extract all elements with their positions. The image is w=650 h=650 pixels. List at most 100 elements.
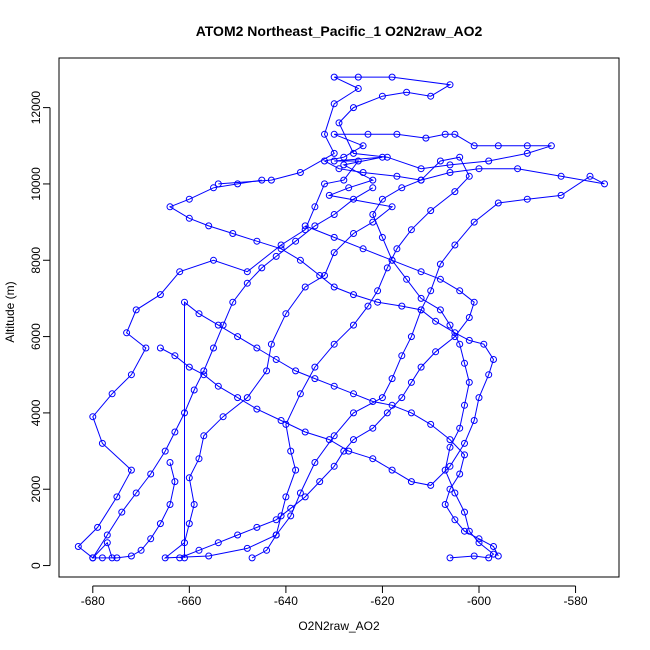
data-point: [287, 504, 295, 512]
data-point: [364, 302, 372, 310]
data-point: [470, 417, 478, 424]
data-point: [267, 340, 275, 348]
series-3: [156, 176, 497, 489]
data-point: [98, 439, 106, 447]
data-point: [219, 413, 227, 421]
data-point: [383, 409, 391, 417]
data-point: [330, 340, 338, 348]
data-point: [446, 169, 454, 176]
data-point: [383, 153, 391, 161]
data-point: [127, 466, 135, 474]
data-point: [451, 188, 459, 196]
data-point: [89, 554, 97, 562]
data-point: [490, 356, 497, 363]
data-point: [417, 165, 425, 173]
data-point: [485, 554, 493, 562]
data-point: [253, 523, 261, 531]
x-tick-label: -680: [81, 594, 105, 608]
data-point: [330, 211, 338, 218]
series-1: [74, 73, 608, 562]
data-point: [103, 539, 111, 547]
data-point: [118, 508, 126, 516]
data-point: [181, 554, 188, 562]
data-point: [147, 535, 155, 543]
data-point: [330, 249, 338, 257]
data-point: [296, 489, 304, 497]
data-point: [296, 169, 304, 176]
data-point: [359, 142, 367, 150]
data-point: [330, 157, 338, 165]
data-point: [311, 222, 319, 230]
data-point: [427, 481, 435, 489]
data-point: [277, 245, 285, 253]
data-point: [210, 256, 217, 264]
data-point: [229, 230, 237, 237]
data-point: [142, 344, 150, 352]
data-point: [277, 241, 285, 249]
data-point: [470, 552, 478, 560]
data-point: [258, 176, 266, 184]
data-point: [388, 203, 396, 211]
chart-title: ATOM2 Northeast_Pacific_1 O2N2raw_AO2: [196, 23, 483, 39]
data-point: [253, 405, 261, 413]
data-point: [113, 493, 121, 501]
data-point: [272, 252, 280, 260]
data-point: [369, 211, 377, 218]
data-point: [325, 191, 333, 199]
data-point: [475, 539, 483, 547]
data-point: [127, 552, 135, 560]
data-point: [330, 283, 338, 291]
data-point: [161, 554, 169, 562]
data-point: [475, 535, 483, 543]
data-point: [340, 161, 348, 169]
data-point: [441, 501, 449, 508]
data-point: [417, 268, 425, 276]
data-point: [374, 298, 382, 306]
data-point: [586, 172, 594, 180]
data-point: [311, 459, 319, 466]
data-point: [292, 367, 300, 375]
data-point: [369, 398, 377, 405]
y-tick-label: 8000: [29, 247, 43, 274]
data-point: [485, 371, 493, 379]
data-point: [557, 191, 565, 199]
x-tick-label: -600: [467, 594, 491, 608]
data-point: [417, 176, 425, 184]
y-tick-label: 4000: [29, 399, 43, 426]
series-line: [179, 225, 475, 559]
y-tick-label: 12000: [29, 91, 43, 125]
series-line: [184, 301, 499, 558]
data-point: [461, 401, 468, 409]
data-point: [330, 73, 338, 81]
data-point: [103, 531, 111, 539]
data-point: [407, 409, 415, 417]
data-point: [398, 302, 406, 310]
data-point: [350, 409, 357, 417]
data-point: [243, 544, 251, 552]
data-point: [456, 153, 464, 161]
data-point: [321, 130, 328, 138]
data-point: [388, 375, 396, 383]
data-point: [350, 291, 357, 299]
data-point: [494, 199, 502, 207]
data-point: [461, 527, 468, 535]
data-point: [190, 386, 198, 394]
data-point: [89, 413, 97, 421]
data-point: [190, 501, 198, 508]
data-point: [350, 390, 357, 398]
y-tick-label: 0: [29, 562, 43, 569]
data-point: [330, 432, 338, 440]
data-point: [108, 390, 116, 398]
data-point: [287, 447, 295, 455]
data-point: [354, 157, 362, 165]
data-point: [432, 317, 440, 325]
data-point: [417, 363, 425, 371]
data-point: [354, 73, 362, 81]
data-point: [330, 462, 338, 470]
data-point: [374, 287, 382, 295]
data-point: [345, 184, 353, 192]
data-point: [282, 310, 290, 318]
plot-frame: [58, 57, 620, 578]
data-point: [407, 333, 415, 341]
data-point: [350, 230, 357, 237]
